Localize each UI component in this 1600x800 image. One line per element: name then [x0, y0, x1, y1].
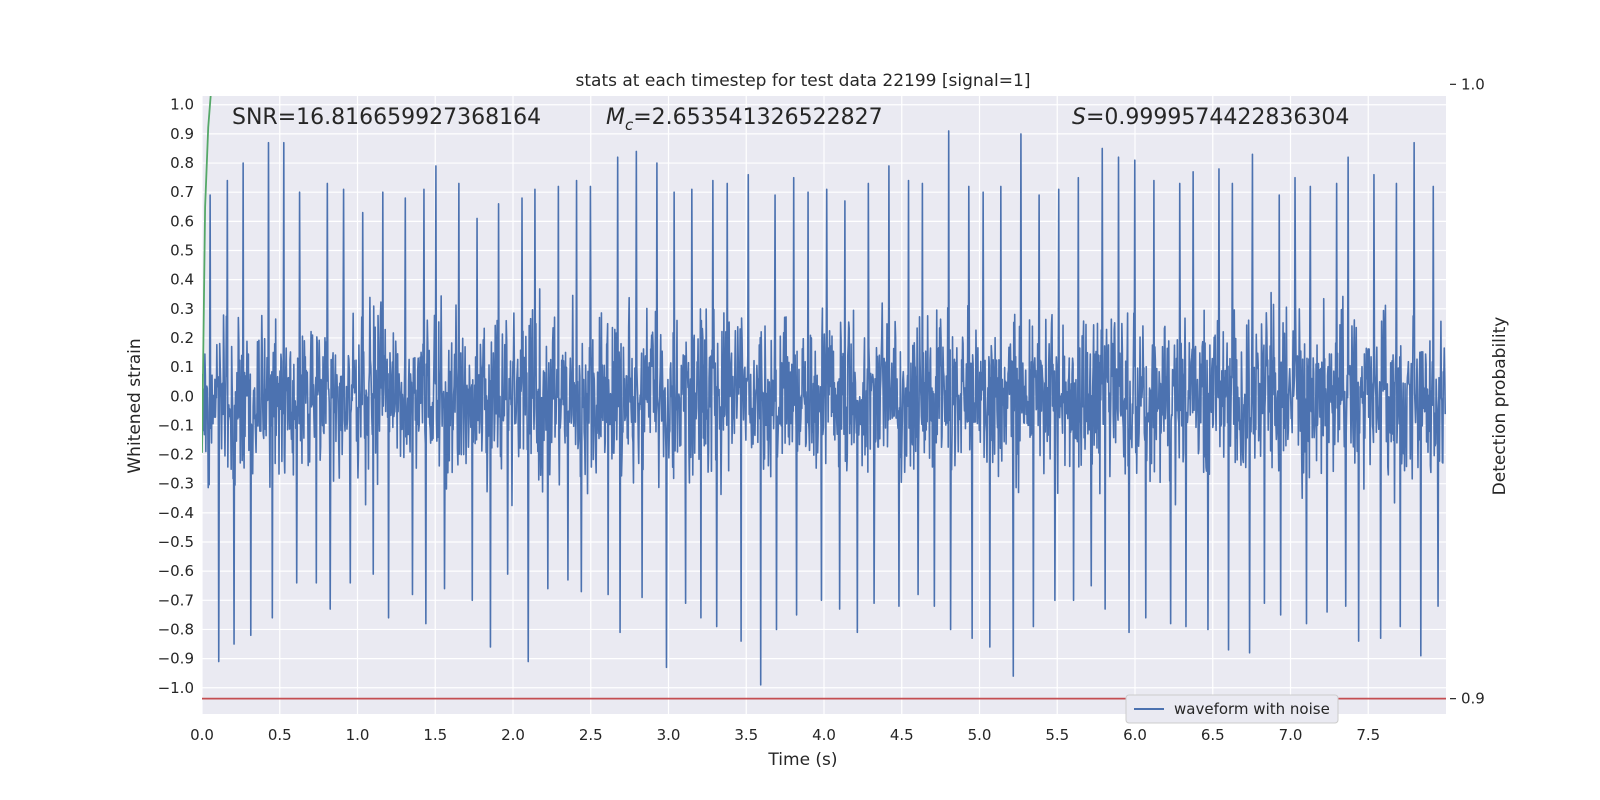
y-tick-label: −0.4 — [158, 504, 194, 522]
chirp-mass-subscript: c — [625, 116, 634, 134]
chart-title: stats at each timestep for test data 221… — [576, 71, 1031, 91]
x-axis-ticks: 0.0 0.5 1.0 1.5 2.0 2.5 3.0 3.5 4.0 4.5 5.0 5.5 6.0 6… — [190, 726, 1380, 744]
x-tick-label: 6.0 — [1123, 726, 1147, 744]
y-tick-label: 0.0 — [170, 387, 194, 405]
y-tick-label: −0.5 — [158, 533, 194, 551]
y-tick-label: −0.9 — [158, 650, 194, 668]
y-tick-label: 1.0 — [170, 96, 194, 114]
legend-box — [1125, 694, 1339, 724]
y-tick-label: −0.1 — [158, 416, 194, 434]
y-tick-label: 0.6 — [170, 212, 194, 230]
series-detection-probability — [202, 96, 212, 453]
x-tick-label: 2.0 — [501, 726, 525, 744]
snr-annotation: SNR=16.816659927368164 — [232, 105, 541, 130]
y-tick-label: 0.7 — [170, 183, 194, 201]
x-tick-label: 2.5 — [579, 726, 603, 744]
y-tick-label: 0.9 — [170, 125, 194, 143]
legend-label-waveform: waveform with noise — [1174, 700, 1330, 718]
x-tick-label: 5.0 — [968, 726, 992, 744]
y-tick-label: −0.8 — [158, 620, 194, 638]
y-tick-label: −0.6 — [158, 562, 194, 580]
score-annotation: S=0.9999574422836304 — [1072, 105, 1349, 130]
y-tick-label: 0.8 — [170, 154, 194, 172]
x-tick-label: 3.5 — [734, 726, 758, 744]
y-tick-label: 0.1 — [170, 358, 194, 376]
chirp-mass-symbol: M — [606, 105, 625, 130]
x-tick-label: 6.5 — [1201, 726, 1225, 744]
x-tick-label: 5.5 — [1045, 726, 1069, 744]
x-tick-label: 0.0 — [190, 726, 214, 744]
y2-axis-ticks: 1.0 0.9 — [1450, 75, 1485, 708]
y2-axis-label: Detection probability — [1490, 317, 1510, 496]
y-tick-label: 0.4 — [170, 271, 194, 289]
y-tick-label: 0.5 — [170, 242, 194, 260]
y2-tick-label: 0.9 — [1461, 690, 1485, 708]
chirp-mass-value: =2.653541326522827 — [633, 105, 882, 130]
y2-tick-label: 1.0 — [1461, 75, 1485, 93]
legend: waveform with noise — [1125, 694, 1339, 724]
x-tick-label: 4.5 — [890, 726, 914, 744]
y-axis-ticks: 1.0 0.9 0.8 0.7 0.6 0.5 0.4 0.3 0.2 0.1 0.0 −0.1 −0.… — [158, 96, 194, 697]
y-tick-label: 0.3 — [170, 300, 194, 318]
y-tick-label: −0.2 — [158, 446, 194, 464]
x-tick-label: 3.0 — [657, 726, 681, 744]
y-tick-label: −0.3 — [158, 475, 194, 493]
series-waveform-with-noise — [202, 130, 1446, 686]
x-tick-label: 7.5 — [1356, 726, 1380, 744]
score-symbol: S — [1072, 105, 1086, 130]
x-tick-label: 1.0 — [346, 726, 370, 744]
chirp-mass-annotation: Mc=2.653541326522827 — [606, 105, 883, 134]
x-tick-label: 0.5 — [268, 726, 292, 744]
x-tick-label: 1.5 — [423, 726, 447, 744]
x-tick-label: 7.0 — [1279, 726, 1303, 744]
y-tick-label: −1.0 — [158, 679, 194, 697]
score-value: =0.9999574422836304 — [1086, 105, 1349, 130]
x-axis-label: Time (s) — [767, 750, 837, 770]
x-tick-label: 4.0 — [812, 726, 836, 744]
y-tick-label: 0.2 — [170, 329, 194, 347]
y-axis-label: Whitened strain — [125, 338, 145, 473]
y-tick-label: −0.7 — [158, 591, 194, 609]
